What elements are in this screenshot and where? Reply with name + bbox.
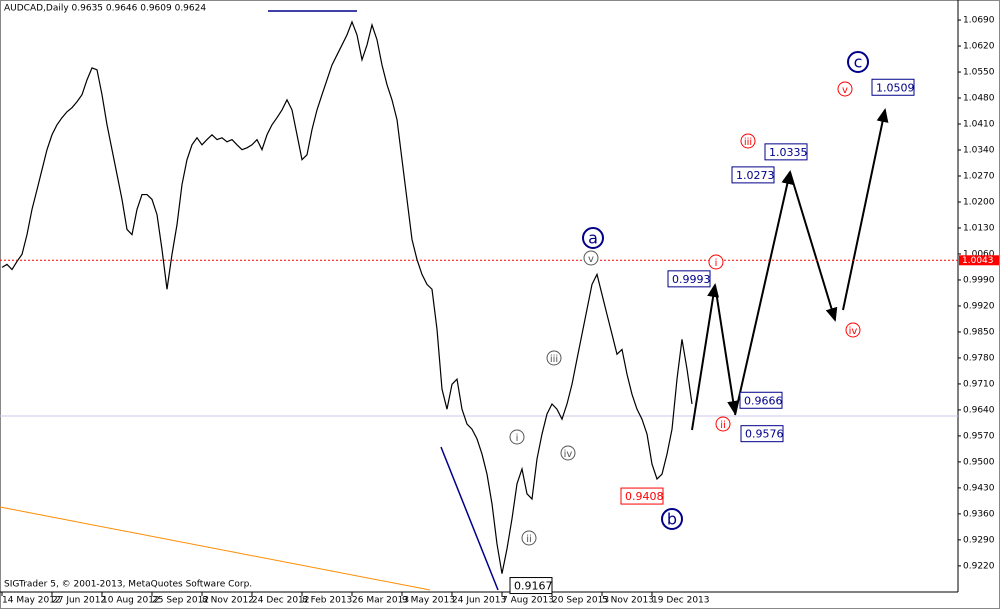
y-tick-label: 0.9920	[963, 301, 995, 311]
x-tick-label: 8 Feb 2013	[302, 596, 352, 606]
x-tick-label: 5 Nov 2013	[602, 596, 654, 606]
current-price-label: 1.0043	[962, 256, 994, 266]
wave-label: ii	[526, 534, 532, 545]
y-tick-label: 1.0550	[963, 68, 995, 78]
x-tick-label: 25 Sep 2012	[152, 596, 209, 606]
price-box	[871, 78, 915, 96]
x-tick-label: 8 Nov 2012	[202, 596, 254, 606]
y-tick-label: 1.0340	[963, 146, 995, 156]
wave-label: iii	[550, 354, 558, 365]
wave-label: iii	[744, 137, 752, 148]
price-box-label: 1.0335	[769, 146, 808, 159]
price-box-label: 0.9167	[514, 580, 553, 593]
price-box	[620, 487, 664, 505]
price-box	[509, 577, 553, 595]
y-tick-label: 0.9780	[963, 353, 995, 363]
projection-arrow	[789, 171, 838, 322]
price-box-label: 1.0509	[876, 81, 915, 94]
x-tick-label: 14 May 2012	[2, 596, 61, 606]
wave-circle	[740, 133, 756, 149]
x-tick-label: 27 Jun 2012	[52, 596, 106, 606]
projection-arrow	[734, 170, 794, 416]
y-tick-label: 0.9640	[963, 405, 995, 415]
y-tick-label: 1.0130	[963, 223, 995, 233]
price-box-label: 0.9576	[745, 428, 784, 441]
wave-label: i	[516, 433, 519, 444]
y-tick-label: 1.0480	[963, 94, 995, 104]
price-box-label: 0.9666	[744, 394, 783, 407]
wave-label: iv	[564, 449, 573, 460]
y-tick-label: 0.9220	[963, 561, 995, 571]
projection-arrow	[842, 108, 889, 311]
price-box	[764, 143, 808, 161]
price-box-label: 0.9408	[625, 490, 664, 503]
wave-circle	[582, 227, 604, 249]
wave-circle	[715, 416, 731, 432]
y-tick-label: 1.0410	[963, 120, 995, 130]
wave-circle	[837, 81, 853, 97]
x-tick-label: 10 Aug 2012	[102, 596, 160, 606]
x-tick-label: 7 Aug 2013	[502, 596, 554, 606]
y-tick-label: 0.9290	[963, 535, 995, 545]
current-price-tag	[959, 255, 999, 266]
y-tick-label: 0.9360	[963, 509, 995, 519]
wave-circle	[583, 250, 599, 266]
price-box	[667, 270, 711, 288]
footer: SIGTrader 5, © 2001-2013, MetaQuotes Sof…	[4, 580, 252, 590]
trend-line	[440, 446, 499, 591]
projection-arrow	[714, 284, 740, 415]
wave-label: ii	[720, 420, 726, 431]
wave-label: iv	[849, 326, 858, 337]
x-tick-label: 24 Jun 2013	[452, 596, 506, 606]
trend-line	[0, 506, 431, 591]
wave-label: v	[842, 85, 848, 96]
wave-circle	[509, 429, 525, 445]
y-tick-label: 1.0690	[963, 16, 995, 26]
price-box-label: 0.9993	[672, 273, 711, 286]
y-tick-label: 1.0200	[963, 197, 995, 207]
wave-label: v	[588, 254, 594, 265]
price-box	[739, 391, 783, 409]
projection-arrow	[691, 283, 720, 431]
wave-circle	[708, 254, 724, 270]
y-tick-label: 0.9710	[963, 379, 995, 389]
x-tick-label: 19 Dec 2013	[652, 596, 710, 606]
y-tick-label: 1.0270	[963, 171, 995, 181]
wave-circle	[546, 350, 562, 366]
x-tick-label: 26 Mar 2013	[352, 596, 409, 606]
y-tick-label: 1.0620	[963, 42, 995, 52]
price-line	[1, 20, 693, 574]
wave-label: a	[588, 229, 598, 248]
x-tick-label: 20 Sep 2013	[552, 596, 609, 606]
price-box	[731, 166, 775, 184]
wave-circle	[847, 51, 869, 73]
price-box	[740, 425, 784, 443]
wave-circle	[661, 508, 683, 530]
y-tick-label: 0.9570	[963, 431, 995, 441]
wave-circle	[845, 322, 861, 338]
y-tick-label: 0.9430	[963, 483, 995, 493]
wave-label: i	[715, 258, 718, 269]
y-tick-label: 0.9500	[963, 457, 995, 467]
x-tick-label: 24 Dec 2012	[252, 596, 310, 606]
chart-title: AUDCAD,Daily 0.9635 0.9646 0.9609 0.9624	[4, 4, 206, 14]
y-tick-label: 0.9850	[963, 327, 995, 337]
wave-circle	[521, 530, 537, 546]
wave-label: c	[854, 53, 863, 72]
x-tick-label: 9 May 2013	[402, 596, 455, 606]
wave-circle	[560, 445, 576, 461]
price-box-label: 1.0273	[736, 169, 775, 182]
wave-label: b	[667, 510, 677, 529]
y-tick-label: 1.0060	[963, 249, 995, 259]
y-tick-label: 0.9990	[963, 275, 995, 285]
